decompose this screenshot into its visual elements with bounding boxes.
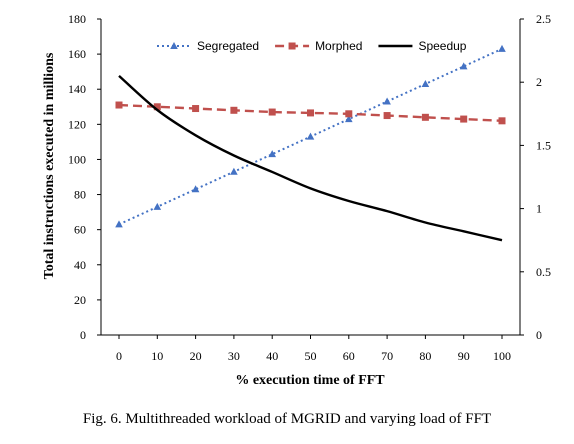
- x-tick-label: 50: [305, 349, 317, 363]
- y-tick-label: 80: [74, 188, 86, 202]
- data-point-square: [153, 103, 161, 111]
- data-point-triangle: [459, 62, 468, 70]
- x-axis-title: % execution time of FFT: [235, 373, 385, 388]
- y-tick-label: 140: [68, 82, 86, 96]
- y2-tick-label: 1.5: [536, 138, 551, 152]
- x-tick-label: 20: [190, 349, 202, 363]
- data-point-triangle: [421, 79, 430, 87]
- y-tick-label: 20: [74, 293, 86, 307]
- x-tick-label: 10: [151, 349, 163, 363]
- y-tick-label: 180: [68, 12, 86, 26]
- data-point-triangle: [153, 202, 162, 210]
- data-point-triangle: [306, 132, 315, 140]
- data-point-square: [230, 106, 238, 114]
- x-tick-label: 30: [228, 349, 240, 363]
- y2-tick-label: 0.5: [536, 265, 551, 279]
- series-line-morphed: [118, 103, 503, 123]
- x-tick-label: 70: [381, 349, 393, 363]
- data-point-square: [115, 101, 123, 109]
- data-point-square: [383, 112, 391, 120]
- data-point-triangle: [115, 220, 123, 228]
- figure-caption: Fig. 6. Multithreaded workload of MGRID …: [82, 411, 492, 427]
- legend-label-morphed: Morphed: [315, 39, 362, 53]
- data-point-triangle: [345, 115, 353, 123]
- y-tick-label: 0: [80, 328, 86, 342]
- x-tick-label: 0: [116, 349, 122, 363]
- chart: 0 20 40 60 80 100 120 140 160 180 0 0.5 1 1.5 2 2.5 0 10 2…: [42, 12, 551, 388]
- data-point-square: [192, 105, 200, 113]
- data-point-triangle: [170, 42, 178, 49]
- data-point-square: [288, 42, 296, 50]
- x-tick-label: 40: [266, 349, 278, 363]
- x-tick-label: 90: [458, 349, 470, 363]
- x-tick-label: 100: [493, 349, 511, 363]
- y-tick-label: 60: [74, 223, 86, 237]
- x-tick-label: 80: [419, 349, 431, 363]
- y-tick-label: 40: [74, 258, 86, 272]
- series-lines: [115, 44, 506, 242]
- data-point-square: [268, 108, 276, 116]
- data-point-square: [345, 110, 353, 118]
- y2-tick-label: 2: [536, 75, 542, 89]
- data-point-triangle: [383, 97, 391, 105]
- legend: Segregated Morphed Speedup: [157, 39, 467, 53]
- y-axis-title: Total instructions executed in millions: [42, 52, 57, 279]
- legend-label-segregated: Segregated: [197, 39, 259, 53]
- y-tick-label: 120: [68, 117, 86, 131]
- y2-tick-label: 2.5: [536, 12, 551, 26]
- tick-labels: 0 20 40 60 80 100 120 140 160 180 0 0.5 1 1.5 2 2.5 0 10 2…: [68, 12, 551, 363]
- data-point-square: [421, 113, 429, 121]
- series-line-speedup: [118, 74, 503, 242]
- x-tick-label: 60: [343, 349, 355, 363]
- y2-tick-label: 0: [536, 328, 542, 342]
- legend-label-speedup: Speedup: [418, 39, 466, 53]
- data-point-square: [498, 117, 506, 125]
- y-tick-label: 160: [68, 47, 86, 61]
- y-tick-label: 100: [68, 152, 86, 166]
- y2-tick-label: 1: [536, 202, 542, 216]
- data-point-square: [460, 115, 468, 123]
- data-point-triangle: [268, 150, 276, 158]
- data-point-triangle: [498, 44, 506, 52]
- data-point-triangle: [230, 167, 238, 175]
- chart-axes: [97, 18, 524, 339]
- data-point-square: [307, 109, 314, 117]
- data-point-triangle: [191, 185, 200, 193]
